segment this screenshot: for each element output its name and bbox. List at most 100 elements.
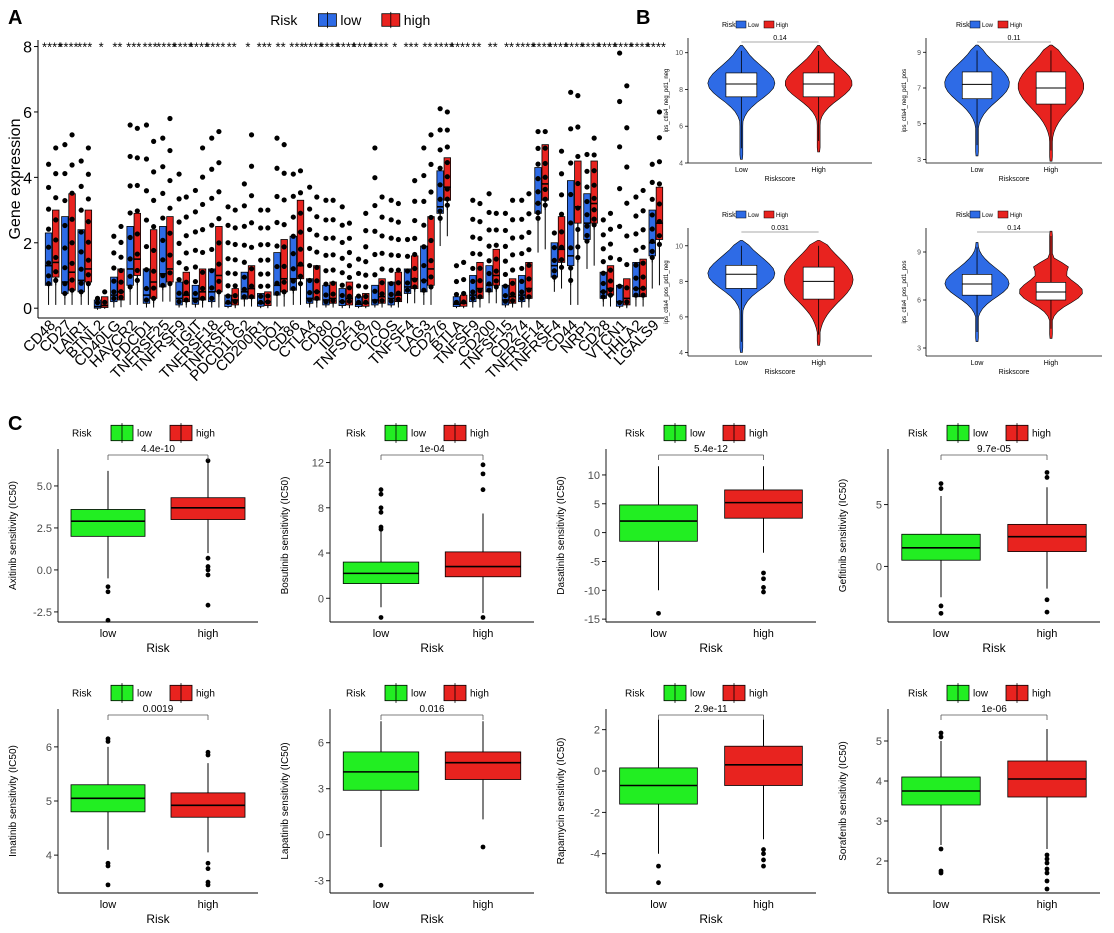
outlier-high (205, 602, 211, 608)
outlier-low-LAIR1 (78, 266, 84, 272)
legend-label-high: high (196, 429, 215, 440)
outlier-high-LAIR1 (85, 145, 91, 151)
significance-CD48: **** (42, 40, 62, 55)
box-high-CD48-box (52, 209, 60, 278)
pvalue-label: 4.4e-10 (141, 444, 175, 455)
legend-title: Risk (346, 689, 366, 700)
outlier-low-HAVCR2 (127, 284, 133, 290)
outlier-low-TNFRSF18 (209, 166, 215, 172)
outlier-high-CTLA4 (314, 289, 320, 295)
pvalue-label: 5.4e-12 (694, 444, 728, 455)
outlier-high (1044, 597, 1050, 603)
outlier-high-TNFRSF9 (183, 279, 189, 285)
outlier-high-TNFRSF4 (558, 257, 565, 263)
outlier-low-VTCN1 (617, 98, 623, 105)
outlier-high-CD200R1 (265, 257, 271, 263)
outlier-high-IDO2 (346, 274, 353, 281)
outlier-low-CD200R1 (258, 299, 264, 305)
outlier-high (761, 857, 766, 863)
outlier-high (1044, 866, 1050, 872)
outlier-low-CD28 (600, 270, 606, 276)
outlier-high-TNFSF15 (509, 252, 516, 258)
outlier-high-VTCN1 (624, 125, 630, 131)
y-axis-title: Gefitinib sensitivity (IC50) (838, 479, 849, 592)
significance-CD200: ** (488, 40, 498, 55)
outlier-high-BTLA (461, 299, 467, 305)
outlier-high-ICOS (395, 296, 401, 302)
significance-CD200R1: *** (257, 40, 272, 55)
outlier-high-TNFRSF8 (232, 207, 238, 213)
outlier-low-CD86 (290, 278, 296, 284)
outlier-low-BTLA (453, 291, 460, 298)
outlier-low-TNFSF18 (355, 299, 362, 305)
y-tick-label: 0 (876, 561, 882, 573)
outlier-low-TNFRSF8 (225, 283, 231, 289)
x-tick-label-High: High (811, 167, 826, 174)
outlier-low-TNFRSF4 (551, 268, 557, 274)
outlier-low (938, 486, 944, 491)
outlier-low-CD276 (437, 182, 443, 188)
outlier-low-CD200R1 (258, 257, 264, 263)
outlier-low-IDO2 (339, 299, 345, 305)
panel-label-c: C (8, 413, 22, 435)
outlier-low-NRP1 (584, 223, 590, 229)
outlier-high (1044, 860, 1050, 866)
x-tick-label-low: low (100, 628, 117, 640)
legend-title: Risk (346, 429, 366, 440)
outlier-low-IDO1 (274, 135, 280, 141)
outlier-low-CD48 (45, 260, 52, 266)
outlier-low (656, 863, 661, 869)
outlier-high-TNFRSF14 (542, 128, 548, 135)
y-tick-label: -10 (584, 585, 600, 597)
outlier-low-LAIR1 (78, 229, 84, 235)
outlier-high-TNFRSF18 (216, 189, 222, 195)
y-tick-label: 12 (312, 458, 324, 470)
outlier-low-HHLA2 (633, 247, 639, 253)
outlier-high-CD276 (444, 174, 450, 180)
outlier-low-CD276 (437, 165, 443, 171)
x-tick-label-low: low (933, 628, 950, 640)
outlier-low-CD28 (600, 217, 606, 223)
outlier-high-CD40LG (118, 267, 124, 274)
outlier-low-NRP1 (584, 238, 590, 244)
outlier-high-TNFSF15 (509, 235, 516, 241)
outlier-high-CD44 (575, 244, 581, 250)
outlier-low-IDO1 (274, 165, 280, 171)
outlier-low-TIGIT (192, 298, 199, 304)
legend-title: Risk (908, 429, 928, 440)
outlier-high-VTCN1 (624, 299, 630, 305)
outlier-low (938, 846, 944, 852)
outlier-low-CD274 (519, 265, 525, 272)
y-axis-title: Gene expression (7, 119, 24, 240)
outlier-low-IDO2 (339, 222, 345, 228)
outlier-low-CD276 (437, 215, 443, 221)
outlier-low-CD80 (323, 197, 329, 203)
outlier-low-CD44 (568, 245, 574, 251)
outlier-high-PDCD1LG2 (248, 266, 255, 272)
panel-b1-chart: Risk Low High 4 6 8 10 ips_ctla4_neg_pd1_neg Ris… (664, 20, 872, 183)
violin-box-Low (725, 264, 758, 289)
outlier-low-CD200 (486, 243, 492, 249)
outlier-high (1044, 878, 1050, 884)
outlier-low-TNFRSF14 (535, 145, 541, 152)
significance-TIGIT: **** (189, 40, 209, 55)
significance-TNFRSF4: **** (548, 40, 568, 55)
outlier-high-ICOS (395, 267, 401, 273)
outlier-low (105, 589, 111, 595)
outlier-low-LGALS9 (649, 254, 655, 261)
outlier-high-TNFRSF4 (558, 264, 565, 270)
outlier-high-TNFRSF18 (216, 289, 222, 295)
outlier-low-IDO2 (339, 282, 345, 288)
outlier-high-TIGIT (199, 269, 206, 275)
outlier-low-IDO2 (339, 270, 345, 276)
legend-label-high: High (1010, 213, 1022, 219)
outlier-low-CD200 (486, 287, 492, 293)
outlier-low-TIGIT (192, 264, 199, 270)
outlier-low-CTLA4 (307, 245, 313, 252)
outlier-high-CD40LG (118, 294, 124, 300)
outlier-low-CD44 (568, 160, 574, 166)
outlier-high-CD200R1 (265, 225, 271, 231)
outlier-low-TNFRSF9 (176, 260, 182, 266)
outlier-high-PDCD1 (151, 285, 157, 291)
legend-label-low: Low (982, 23, 994, 29)
